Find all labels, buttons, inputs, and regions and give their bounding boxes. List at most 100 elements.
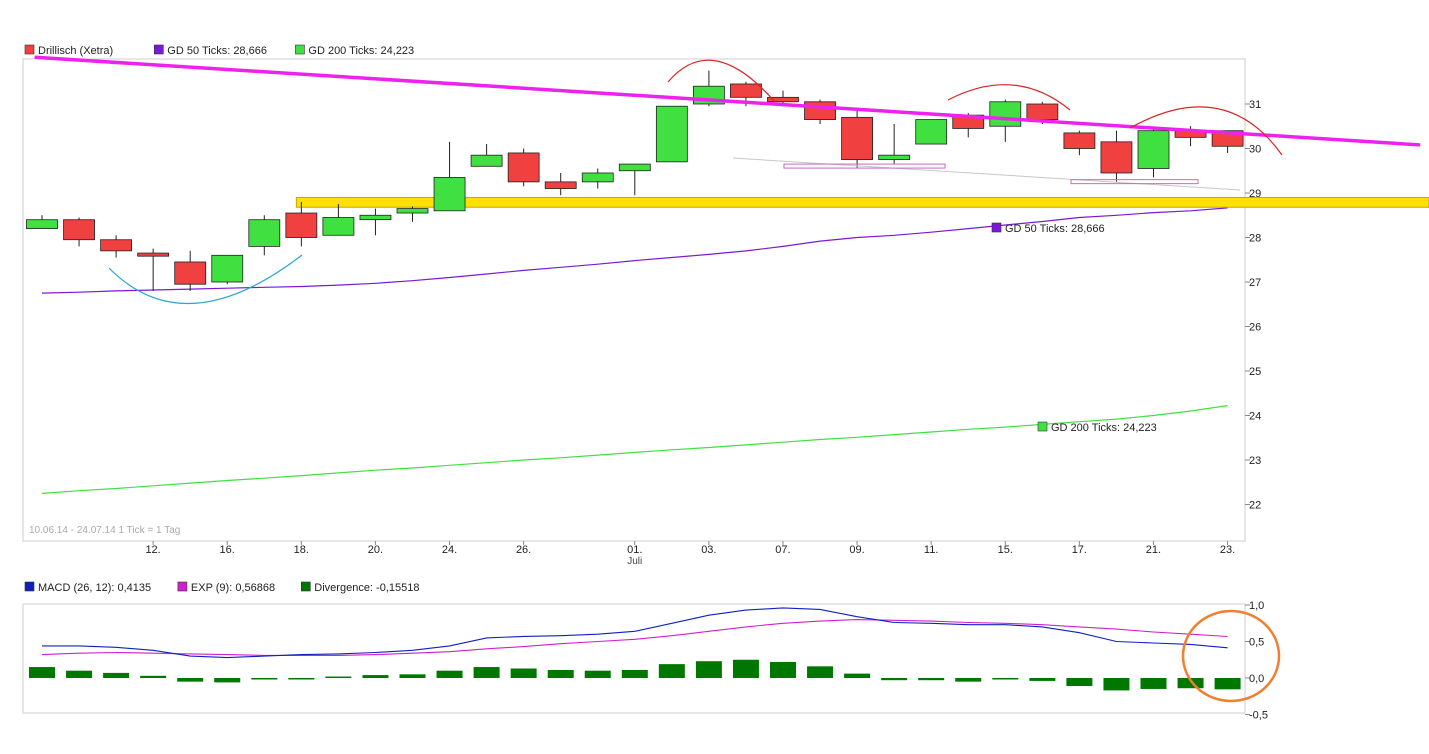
divergence-bar	[325, 676, 352, 679]
divergence-bar	[1177, 678, 1204, 689]
divergence-bar	[732, 659, 759, 678]
divergence-bar	[29, 667, 55, 678]
candle-body	[174, 261, 207, 285]
head-arc-2	[947, 84, 1071, 111]
legend-swatch-1	[154, 44, 164, 55]
divergence-bar	[399, 674, 426, 678]
head-arc-1	[667, 59, 776, 103]
divergence-bar	[1066, 678, 1093, 687]
candle-body	[841, 116, 873, 161]
y-tick-label: 29	[1249, 188, 1261, 200]
divergence-bar	[251, 678, 278, 680]
y-tick-label: 28	[1249, 233, 1261, 245]
macd-y-tick-label: 0,5	[1249, 637, 1264, 649]
divergence-bar	[918, 678, 945, 681]
candle-body	[767, 96, 799, 103]
legend-swatch-0	[24, 581, 35, 592]
divergence-bar	[436, 670, 463, 678]
y-tick-label: 31	[1249, 99, 1261, 111]
main-plot-frame	[22, 58, 1246, 542]
candle-body	[1026, 103, 1059, 120]
candles-layer	[26, 70, 1244, 291]
y-tick-label: 22	[1249, 500, 1261, 512]
divergence-bar	[881, 678, 908, 681]
x-tick-label: 20.	[368, 544, 383, 556]
divergence-bar	[695, 661, 722, 678]
candle-body	[581, 172, 614, 183]
x-tick-label: 12.	[145, 544, 160, 556]
candle-body	[1063, 132, 1096, 149]
inline-label-0: GD 50 Ticks: 28,666	[1005, 223, 1105, 235]
divergence-bar	[770, 661, 796, 678]
macd-plot-frame	[22, 603, 1246, 714]
candle-body	[100, 239, 132, 252]
x-tick-label: 16.	[220, 544, 235, 556]
candle-body	[470, 154, 503, 167]
y-tick-label: 24	[1249, 411, 1261, 423]
candle-body	[618, 163, 651, 172]
x-tick-label: 11.	[924, 544, 938, 556]
macd-legend: MACD (26, 12): 0,4135 EXP (9): 0,56868 Div…	[24, 581, 419, 594]
legend-label-0: MACD (26, 12): 0,4135	[38, 582, 151, 594]
month-label: Juli	[627, 556, 642, 567]
candle-body	[63, 219, 95, 241]
divergence-bars	[29, 659, 1241, 691]
inline-label-swatch-0	[991, 222, 1002, 233]
candle-body	[137, 252, 170, 257]
x-tick-label: 26.	[516, 544, 531, 556]
legend-label-0: Drillisch (Xetra)	[38, 45, 113, 57]
main-x-axis: 12. 16. 18. 20. 24. 26. 01.Juli 03. 07. 09. 11. 15.…	[145, 541, 1235, 567]
divergence-bar	[1029, 678, 1056, 681]
inline-label-swatch-1	[1037, 421, 1048, 432]
cup-curve	[108, 254, 303, 305]
candle-body	[989, 101, 1022, 127]
x-tick-label: 17.	[1072, 544, 1087, 556]
x-tick-label: 01.	[627, 544, 642, 556]
candle-body	[507, 152, 540, 183]
y-tick-label: 23	[1249, 455, 1261, 467]
divergence-bar	[658, 664, 685, 678]
main-legend: Drillisch (Xetra) GD 50 Ticks: 28,666 GD 2…	[24, 44, 414, 57]
legend-label-1: GD 50 Ticks: 28,666	[167, 45, 267, 57]
support-box-1	[783, 163, 946, 169]
candle-body	[878, 154, 911, 161]
support-band-layer	[295, 196, 1429, 208]
divergence-bar	[214, 678, 241, 683]
macd-y-tick-label: 0,0	[1249, 673, 1264, 685]
resistance-trendline	[34, 55, 1421, 147]
x-tick-label: 23.	[1220, 544, 1235, 556]
candle-body	[433, 177, 466, 212]
divergence-bar	[103, 672, 130, 678]
legend-swatch-0	[24, 44, 35, 55]
y-tick-label: 27	[1249, 277, 1261, 289]
candle-body	[1100, 141, 1133, 174]
candle-body	[544, 181, 577, 189]
candle-body	[655, 105, 688, 163]
candle-body	[730, 83, 762, 98]
divergence-bar	[362, 675, 389, 678]
neckline	[732, 157, 1241, 191]
range-note: 10.06.14 - 24.07.14 1 Tick = 1 Tag	[29, 525, 180, 536]
macd-annotations	[1181, 609, 1281, 703]
macd-y-tick-label: 1,0	[1249, 600, 1264, 612]
support-band	[295, 196, 1429, 208]
divergence-bar	[140, 675, 167, 678]
macd-lines	[41, 607, 1228, 659]
y-tick-label: 26	[1249, 322, 1261, 334]
macd-y-tick-label: -0,5	[1249, 710, 1268, 722]
divergence-bar	[1214, 678, 1241, 690]
exp-line	[41, 619, 1228, 656]
legend-label-2: Divergence: -0,15518	[314, 582, 419, 594]
y-tick-label: 25	[1249, 366, 1261, 378]
divergence-bar	[288, 678, 315, 680]
candle-body	[26, 219, 58, 229]
candle-body	[804, 101, 836, 120]
macd-line	[42, 607, 1228, 659]
candle-body	[1137, 130, 1170, 169]
divergence-bar	[807, 666, 834, 678]
annotations-layer	[34, 55, 1421, 305]
candle-body	[915, 119, 948, 145]
divergence-bar	[844, 673, 871, 678]
divergence-bar	[1103, 678, 1130, 691]
